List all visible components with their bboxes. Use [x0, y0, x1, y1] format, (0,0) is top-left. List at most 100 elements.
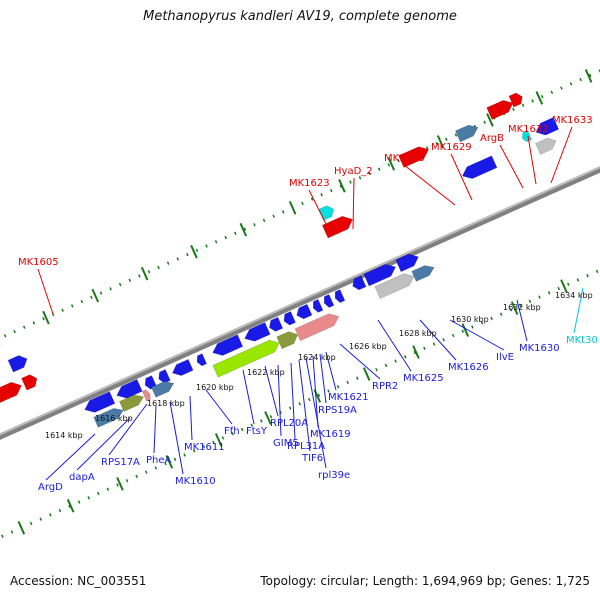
lower-connector-17: [377, 319, 412, 372]
major-tick: [362, 367, 371, 381]
backbone-highlight: [0, 129, 600, 473]
lower-gene-label-3: PheA: [146, 455, 172, 466]
lower-tick-row: [0, 214, 600, 560]
upper-gene-label-0: MK1605: [18, 257, 59, 268]
lower-gene-label-15: MK1621: [328, 392, 369, 403]
upper-gene-label-7: MK1633: [552, 115, 593, 126]
lower-gene-label-4: MK1610: [175, 476, 216, 487]
gene-feature-31: [334, 289, 346, 303]
lower-gene-label-21: MKt30: [566, 335, 598, 346]
gene-feature-24: [212, 334, 244, 356]
tick-label-0: 1614 kbp: [45, 431, 83, 440]
lower-connector-6: [205, 389, 233, 425]
lower-gene-label-18: MK1626: [448, 362, 489, 373]
major-tick: [436, 135, 445, 149]
upper-gene-label-3: MK1628: [384, 153, 425, 164]
map-title: Methanopyrus kandleri AV19, complete gen…: [143, 9, 457, 24]
gene-feature-19: [196, 353, 207, 367]
gene-feature-20: [93, 408, 124, 428]
tick-label-10: 1634 kbp: [555, 291, 593, 300]
upper-gene-label-1: MK1623: [289, 178, 330, 189]
lower-gene-label-11: TIF6: [301, 453, 323, 464]
lower-connector-3: [153, 405, 157, 454]
gene-feature-33: [276, 331, 299, 350]
upper-connector-5: [499, 144, 524, 189]
accession-text: Accession: NC_003551: [10, 574, 147, 588]
gene-feature-1: [7, 355, 28, 373]
lower-connector-2: [108, 403, 148, 456]
major-tick: [42, 310, 50, 325]
major-tick: [165, 455, 174, 469]
major-tick: [560, 279, 568, 293]
gene-feature-22: [141, 389, 151, 402]
lower-gene-label-19: IlvE: [496, 352, 514, 363]
lower-connector-18: [419, 319, 457, 361]
gene-feature-15: [116, 379, 143, 399]
major-tick: [461, 323, 470, 337]
gene-feature-21: [119, 394, 144, 412]
lower-gene-label-14: RPS19A: [318, 405, 357, 416]
major-tick: [214, 433, 223, 447]
gene-feature-28: [296, 303, 313, 320]
gene-feature-32: [212, 339, 280, 378]
upper-connector-4: [450, 153, 473, 201]
lower-gene-label-5: MK1611: [184, 442, 225, 453]
upper-gene-label-6: MK1632: [508, 124, 549, 135]
upper-connector-3: [403, 164, 456, 206]
major-tick: [116, 477, 124, 491]
gene-feature-5: [318, 205, 335, 221]
upper-connector-2: [352, 177, 355, 230]
gene-feature-2: [0, 382, 22, 410]
upper-gene-label-5: ArgB: [480, 133, 504, 144]
major-tick: [140, 266, 149, 281]
lower-gene-label-12: rpl39e: [318, 470, 350, 481]
lower-gene-label-20: MK1630: [519, 343, 560, 354]
major-tick: [17, 520, 26, 535]
gene-feature-36: [363, 264, 396, 287]
lower-connector-12: [305, 357, 327, 469]
lower-gene-label-17: MK1625: [403, 373, 444, 384]
lower-connector-8: [264, 365, 279, 417]
lower-gene-label-8: RPL20A: [270, 418, 308, 429]
upper-connector-6: [527, 135, 537, 185]
gene-feature-9: [508, 92, 523, 108]
major-tick: [584, 69, 593, 83]
upper-connector-0: [37, 268, 54, 315]
upper-gene-label-2: HyaD_2: [334, 166, 373, 177]
gene-feature-29: [312, 299, 324, 313]
gene-feature-8: [486, 100, 514, 120]
gene-feature-23: [151, 381, 175, 398]
lower-connector-15: [325, 351, 337, 391]
tick-label-4: 1622 kbp: [247, 368, 285, 377]
major-tick: [510, 301, 519, 315]
gene-feature-14: [84, 391, 116, 413]
lower-connector-10: [290, 362, 296, 440]
tick-label-8: 1630 kbp: [451, 315, 489, 324]
gene-labels: MK1605 MK1623 HyaD_2 MK1628 MK1629 ArgB MK1632…: [18, 115, 598, 493]
upper-tick-row: [0, 48, 600, 393]
lower-connector-13: [312, 355, 319, 428]
tick-label-1: 1616 kbp: [95, 414, 133, 423]
lower-connector-11: [298, 359, 311, 452]
lower-connector-0: [45, 433, 96, 481]
lower-gene-label-0: ArgD: [38, 482, 63, 493]
gene-feature-16: [144, 375, 157, 390]
lower-connector-7: [242, 369, 255, 425]
upper-gene-label-4: MK1629: [431, 142, 472, 153]
major-tick: [535, 91, 544, 105]
gene-feature-26: [269, 316, 284, 332]
gene-feature-10: [462, 155, 498, 179]
major-tick: [66, 499, 75, 513]
upper-connector-7: [550, 126, 573, 184]
gene-feature-38: [374, 273, 415, 299]
major-tick: [338, 179, 346, 193]
lower-connector-19: [449, 319, 505, 351]
gene-feature-34: [294, 313, 340, 341]
gene-feature-7: [455, 124, 479, 143]
lower-connector-4: [169, 401, 184, 475]
gene-feature-13: [535, 117, 560, 136]
gene-feature-3: [21, 374, 38, 391]
lower-gene-label-9: GIM5: [273, 438, 299, 449]
gene-feature-25: [244, 322, 271, 342]
